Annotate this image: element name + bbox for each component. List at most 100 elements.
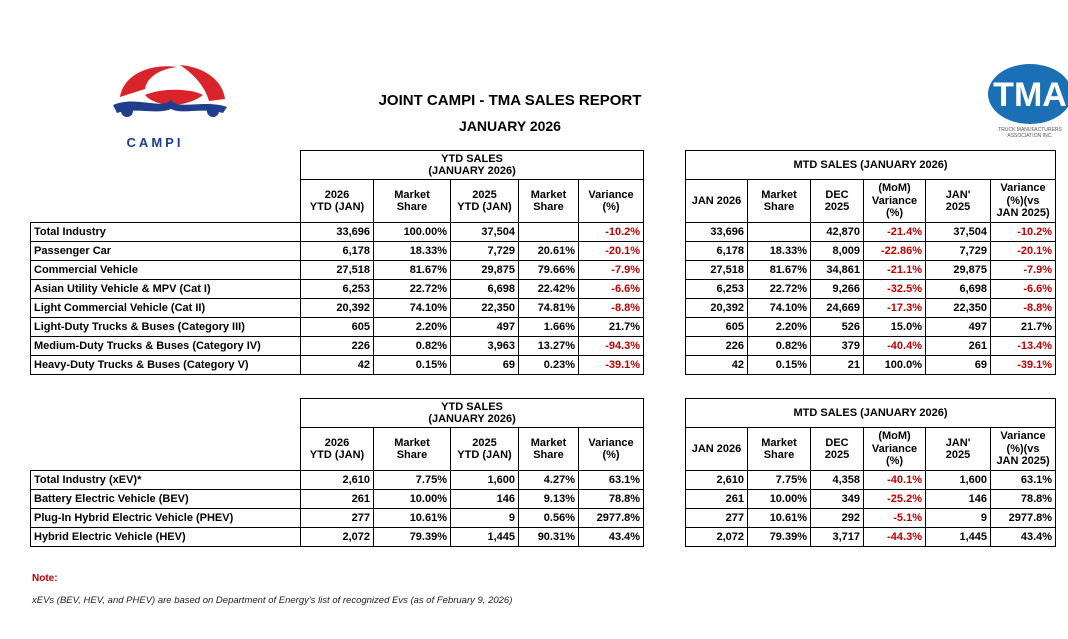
column-header: JAN 2026 xyxy=(685,179,748,223)
data-row: Hybrid Electric Vehicle (HEV) 2,072 79.39%… xyxy=(30,527,645,547)
data-cell: 9 xyxy=(450,508,519,528)
data-cell: 2,072 xyxy=(685,527,748,547)
tma-logo: TMA TRUCK MANUFACTURERS ASSOCIATION INC. xyxy=(988,64,1068,139)
data-cell: -44.3% xyxy=(863,527,926,547)
row-label: Passenger Car xyxy=(30,241,301,261)
row-label: Light-Duty Trucks & Buses (Category III) xyxy=(30,317,301,337)
header-line: Variance xyxy=(588,188,634,201)
data-cell: 3,963 xyxy=(450,336,519,356)
data-cell: 0.15% xyxy=(747,355,811,375)
row-label: Asian Utility Vehicle & MPV (Cat I) xyxy=(30,279,301,299)
data-cell: 90.31% xyxy=(518,527,579,547)
data-cell: 10.00% xyxy=(747,489,811,509)
blank-cell xyxy=(30,398,301,471)
column-header: 2025 YTD (JAN) xyxy=(450,179,519,223)
note-label: Note: xyxy=(32,573,58,584)
data-cell: 43.4% xyxy=(577,527,645,547)
data-row: 2,610 7.75% 4,358 -40.1% 1,600 63.1% xyxy=(685,470,1057,490)
ytd-heading: YTD SALES (JANUARY 2026) xyxy=(299,150,645,180)
header-line: 2025 xyxy=(472,188,497,201)
data-row: Total Industry (xEV)* 2,610 7.75% 1,600 4.27… xyxy=(30,470,645,490)
data-cell: 22,350 xyxy=(450,298,519,318)
data-cell: 497 xyxy=(925,317,991,337)
tma-logo-subtext: TRUCK MANUFACTURERS xyxy=(998,127,1062,133)
header-line: Market xyxy=(394,436,430,449)
note-text: xEVs (BEV, HEV, and PHEV) are based on D… xyxy=(32,595,513,606)
data-cell: 349 xyxy=(810,489,864,509)
data-row: Commercial Vehicle 27,518 81.67% 29,875 79.6… xyxy=(30,260,645,280)
header-line: 2025 xyxy=(472,436,497,449)
column-header: JAN 2026 xyxy=(685,427,748,471)
data-cell: -17.3% xyxy=(863,298,926,318)
header-line: YTD (JAN) xyxy=(457,449,512,461)
data-cell: -20.1% xyxy=(577,241,645,261)
data-cell: 6,253 xyxy=(300,279,374,299)
data-cell: 146 xyxy=(450,489,519,509)
header-row: YTD SALES (JANUARY 2026) xyxy=(30,398,645,471)
header-line: MTD SALES (JANUARY 2026) xyxy=(793,158,948,171)
data-cell: 9,266 xyxy=(810,279,864,299)
data-cell: 29,875 xyxy=(925,260,991,280)
data-cell: 69 xyxy=(450,355,519,375)
header-line: JAN 2026 xyxy=(691,194,742,207)
data-cell: 42 xyxy=(300,355,374,375)
data-cell: 7,729 xyxy=(925,241,991,261)
header-line: (JANUARY 2026) xyxy=(428,413,516,425)
data-cell: 9 xyxy=(925,508,991,528)
data-cell: 4.27% xyxy=(518,470,579,490)
row-label: Commercial Vehicle xyxy=(30,260,301,280)
data-cell: -40.4% xyxy=(863,336,926,356)
row-label: Total Industry xyxy=(30,222,301,242)
header-line: Share xyxy=(763,449,795,461)
column-header: Market Share xyxy=(747,179,811,223)
header-line: Share xyxy=(396,201,428,213)
data-cell: 526 xyxy=(810,317,864,337)
header-line: (MoM) xyxy=(878,182,911,195)
data-cell: 81.67% xyxy=(373,260,451,280)
data-cell: -10.2% xyxy=(989,222,1057,242)
column-header: Market Share xyxy=(518,427,579,471)
data-cell: 78.8% xyxy=(577,489,645,509)
header-line: DEC xyxy=(825,188,849,201)
data-cell: 2.20% xyxy=(373,317,451,337)
campi-logo-text: CAMPI xyxy=(127,135,184,150)
header-line: Variance xyxy=(871,194,918,207)
header-row: JAN 2026 Market Share DEC 2025 (MoM) Variance(… xyxy=(685,427,1057,471)
data-cell: 0.56% xyxy=(518,508,579,528)
data-cell: 7.75% xyxy=(747,470,811,490)
data-cell: -25.2% xyxy=(863,489,926,509)
column-header: JAN' 2025 xyxy=(925,427,991,471)
data-cell: 1.66% xyxy=(518,317,579,337)
data-row: 20,392 74.10% 24,669 -17.3% 22,350 -8.8% xyxy=(685,298,1057,318)
data-row: Asian Utility Vehicle & MPV (Cat I) 6,253… xyxy=(30,279,645,299)
ytd-table: YTD SALES (JANUARY 2026) 2026 YTD (JAN) Mark… xyxy=(30,150,645,375)
header-line: Market xyxy=(530,436,567,449)
data-cell: 21.7% xyxy=(577,317,645,337)
header-line: (%) xyxy=(602,449,620,461)
data-cell: 2977.8% xyxy=(577,508,645,528)
data-cell: 63.1% xyxy=(577,470,645,490)
data-cell: -13.4% xyxy=(989,336,1057,356)
data-row: 2,072 79.39% 3,717 -44.3% 1,445 43.4% xyxy=(685,527,1057,547)
data-cell: 63.1% xyxy=(989,470,1057,490)
tma-logo-subtext: ASSOCIATION INC. xyxy=(1007,133,1052,139)
data-cell: 15.0% xyxy=(863,317,926,337)
header-line: Variance xyxy=(588,436,634,449)
data-cell: 605 xyxy=(300,317,374,337)
data-cell: 33,696 xyxy=(300,222,374,242)
data-row: Total Industry 33,696 100.00% 37,504 -10.2% xyxy=(30,222,645,242)
header-row: 2026 YTD (JAN) Market Share 2025 YTD (JAN) Mar… xyxy=(31,427,645,471)
header-line: Market xyxy=(530,188,567,201)
data-row: Light Commercial Vehicle (Cat II) 20,392 7… xyxy=(30,298,645,318)
data-row: 261 10.00% 349 -25.2% 146 78.8% xyxy=(685,489,1057,509)
data-cell: 6,178 xyxy=(300,241,374,261)
data-cell: 146 xyxy=(925,489,991,509)
data-cell xyxy=(518,222,579,242)
data-cell: 81.67% xyxy=(747,260,811,280)
data-row: 6,178 18.33% 8,009 -22.86% 7,729 -20.1% xyxy=(685,241,1057,261)
data-row: 6,253 22.72% 9,266 -32.5% 6,698 -6.6% xyxy=(685,279,1057,299)
data-cell: 292 xyxy=(810,508,864,528)
mtd-heading: MTD SALES (JANUARY 2026) xyxy=(684,150,1057,180)
data-cell: 2.20% xyxy=(747,317,811,337)
data-cell: 10.00% xyxy=(373,489,451,509)
